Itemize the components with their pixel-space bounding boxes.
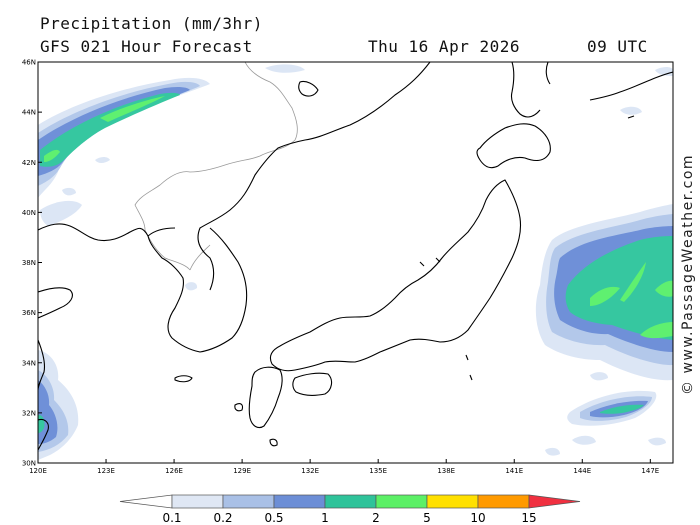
- lon-tick-label: 126E: [165, 467, 183, 475]
- lon-tick-label: 135E: [369, 467, 387, 475]
- scale-label: 0.2: [213, 511, 232, 525]
- scale-color-band: [375, 494, 428, 509]
- longitude-axis: 120E 123E 126E 129E 132E 135E 138E 141E 144E 147E: [29, 459, 659, 475]
- scale-color-band: [171, 494, 224, 509]
- scale-label: 1: [321, 511, 329, 525]
- lat-tick-label: 34N: [22, 359, 36, 367]
- lon-tick-label: 138E: [437, 467, 455, 475]
- map-title: Precipitation (mm/3hr): [40, 14, 263, 33]
- scale-label: 10: [470, 511, 485, 525]
- lon-tick-label: 144E: [573, 467, 591, 475]
- coastlines: [38, 62, 673, 451]
- scale-arrow-high: [528, 494, 581, 509]
- lon-tick-label: 129E: [233, 467, 251, 475]
- lon-tick-label: 147E: [641, 467, 659, 475]
- latitude-axis: 46N 44N 42N 40N 38N 36N 34N 32N 30N: [22, 59, 42, 468]
- lon-tick-label: 132E: [301, 467, 319, 475]
- scale-label: 5: [423, 511, 431, 525]
- scale-color-band: [426, 494, 479, 509]
- forecast-hour-label: GFS 021 Hour Forecast: [40, 37, 253, 56]
- lat-tick-label: 32N: [22, 409, 36, 417]
- precip-band-pacific: [535, 67, 673, 456]
- scale-label: 2: [372, 511, 380, 525]
- precip-band-southwest: [38, 350, 79, 460]
- lat-tick-label: 40N: [22, 209, 36, 217]
- credit-text: © www.PassageWeather.com: [680, 153, 696, 395]
- precipitation-scale: 0.1 0.2 0.5 1 2 5 10 15: [119, 494, 581, 525]
- valid-date: Thu 16 Apr 2026: [368, 37, 520, 56]
- scale-label: 15: [521, 511, 536, 525]
- valid-time: 09 UTC: [587, 37, 648, 56]
- lon-tick-label: 141E: [505, 467, 523, 475]
- lon-tick-label: 120E: [29, 467, 47, 475]
- scale-color-band: [477, 494, 530, 509]
- lat-tick-label: 44N: [22, 109, 36, 117]
- scale-color-band: [324, 494, 377, 509]
- scale-color-band: [222, 494, 275, 509]
- scale-color-band: [273, 494, 326, 509]
- precip-band-northwest: [38, 64, 305, 291]
- lat-tick-label: 30N: [22, 460, 36, 468]
- scale-arrow-low: [119, 494, 173, 509]
- lat-tick-label: 42N: [22, 159, 36, 167]
- lat-tick-label: 38N: [22, 259, 36, 267]
- scale-label: 0.5: [264, 511, 283, 525]
- lat-tick-label: 46N: [22, 59, 36, 67]
- lon-tick-label: 123E: [97, 467, 115, 475]
- lat-tick-label: 36N: [22, 309, 36, 317]
- scale-label: 0.1: [162, 511, 181, 525]
